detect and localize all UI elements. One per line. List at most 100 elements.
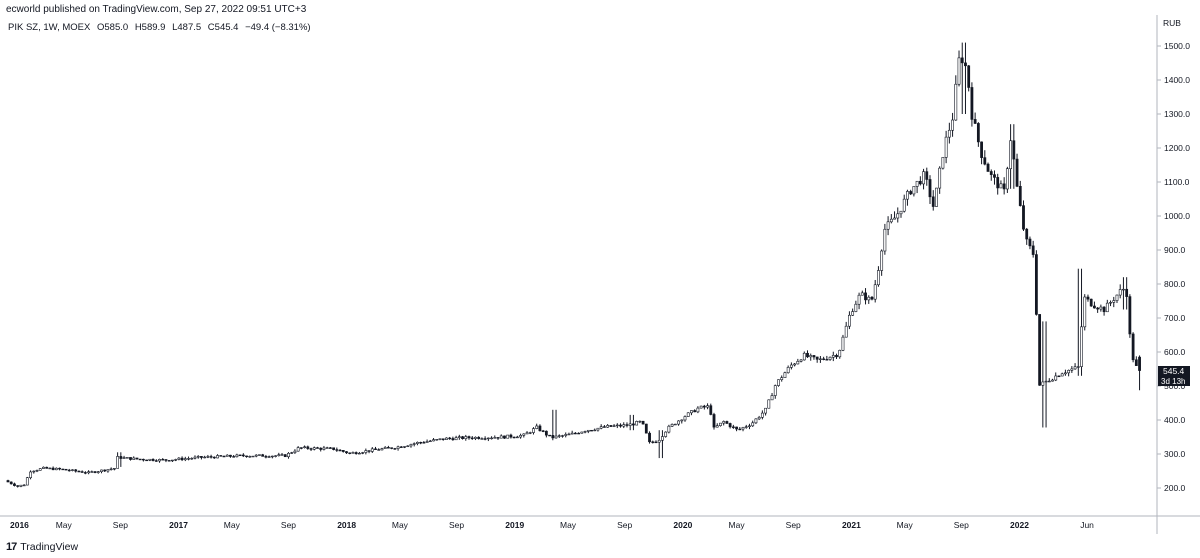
- candle: [802, 351, 806, 361]
- candle: [532, 427, 535, 435]
- candle-body-down: [6, 480, 10, 483]
- x-tick-label: Sep: [113, 520, 128, 530]
- candle: [922, 168, 925, 190]
- candle-body-down: [348, 452, 352, 454]
- candle: [767, 399, 771, 409]
- candle: [299, 447, 303, 450]
- candle-body-down: [241, 454, 245, 457]
- candle: [551, 409, 555, 441]
- candle: [1047, 378, 1051, 383]
- candle: [867, 295, 871, 304]
- candle: [561, 434, 564, 438]
- candle-body-down: [367, 450, 371, 452]
- candle: [83, 471, 87, 475]
- candle-body-up: [190, 457, 194, 460]
- ohlc-open: O585.0: [97, 22, 129, 33]
- candle-body-down: [960, 57, 964, 64]
- candle-body-up: [535, 425, 539, 429]
- candle: [783, 371, 787, 378]
- candle-body-up: [860, 292, 864, 296]
- candle-body-up: [638, 420, 642, 423]
- candle: [1131, 332, 1135, 363]
- candle: [548, 434, 551, 437]
- candle-body-up: [1080, 326, 1083, 367]
- candle: [1018, 180, 1022, 207]
- candle: [751, 420, 755, 427]
- candle: [441, 438, 445, 441]
- candle-body-up: [799, 359, 803, 362]
- candle: [1115, 294, 1119, 304]
- candle: [686, 412, 690, 417]
- candle: [338, 449, 342, 452]
- candle-body-down: [67, 469, 71, 472]
- x-tick-label: Sep: [954, 520, 969, 530]
- candle-body-down: [335, 449, 339, 451]
- candle: [515, 435, 519, 439]
- candle: [486, 437, 490, 442]
- candle-body-up: [100, 469, 103, 472]
- y-tick-label: 1300.0: [1164, 109, 1190, 119]
- candle-body-up: [854, 303, 858, 312]
- candle: [1054, 372, 1058, 382]
- candle-body-up: [1099, 306, 1103, 310]
- candle-body-down: [222, 455, 226, 458]
- price-axis[interactable]: 200.0300.0400.0500.0600.0700.0800.0900.0…: [1157, 41, 1190, 493]
- candle-body-down: [712, 414, 716, 428]
- candle-body-up: [944, 136, 948, 158]
- candle: [996, 173, 1000, 195]
- candle: [1057, 375, 1061, 378]
- candle-body-up: [90, 471, 94, 473]
- candle: [1086, 294, 1090, 302]
- candle: [1128, 294, 1132, 338]
- candle: [6, 479, 10, 483]
- x-tick-label: 2020: [673, 520, 692, 530]
- symbol-name[interactable]: PIK SZ, 1W, MOEX: [8, 22, 91, 33]
- candle: [590, 429, 593, 432]
- candle: [1064, 369, 1067, 376]
- candle: [954, 75, 958, 121]
- candle-body-down: [1002, 183, 1006, 190]
- candle: [983, 150, 987, 166]
- candle: [348, 452, 352, 455]
- candle-body-down: [180, 457, 184, 461]
- candle: [32, 470, 36, 474]
- x-tick-label: Jun: [1080, 520, 1094, 530]
- candle: [270, 455, 274, 459]
- candle: [225, 454, 229, 457]
- x-tick-label: 2017: [169, 520, 188, 530]
- candle: [699, 405, 703, 409]
- candle-body-down: [496, 437, 500, 439]
- candle: [735, 426, 738, 432]
- candle-body-down: [448, 437, 452, 440]
- candle: [896, 207, 900, 223]
- candle-body-down: [103, 469, 107, 472]
- candle: [1083, 294, 1087, 331]
- candle: [693, 409, 697, 413]
- candle-body-up: [673, 423, 677, 426]
- candle: [586, 429, 590, 434]
- candle: [661, 430, 664, 459]
- candle-body-up: [251, 455, 255, 458]
- candle: [399, 446, 403, 448]
- candle: [467, 435, 471, 440]
- bar-countdown: 3d 13h: [1161, 377, 1185, 386]
- candle-body-up: [818, 358, 822, 360]
- candle-body-up: [406, 445, 410, 448]
- candle-body-down: [512, 436, 516, 439]
- candle-body-up: [506, 434, 510, 439]
- x-tick-label: May: [729, 520, 746, 530]
- candle: [1134, 356, 1138, 366]
- candle-body-up: [490, 437, 493, 440]
- candle: [448, 436, 452, 440]
- time-axis[interactable]: 2016 May Sep 2017 May Sep 2018 May Sep 2019 May Sep…: [10, 520, 1094, 530]
- candle: [274, 455, 277, 458]
- candle-body-down: [996, 177, 1000, 189]
- candle: [760, 410, 764, 420]
- candle: [258, 454, 261, 456]
- candle-body-down: [387, 447, 390, 449]
- candle-body-down: [422, 442, 426, 444]
- candle: [770, 392, 774, 401]
- candle: [667, 424, 671, 434]
- candle-body-down: [1022, 205, 1025, 230]
